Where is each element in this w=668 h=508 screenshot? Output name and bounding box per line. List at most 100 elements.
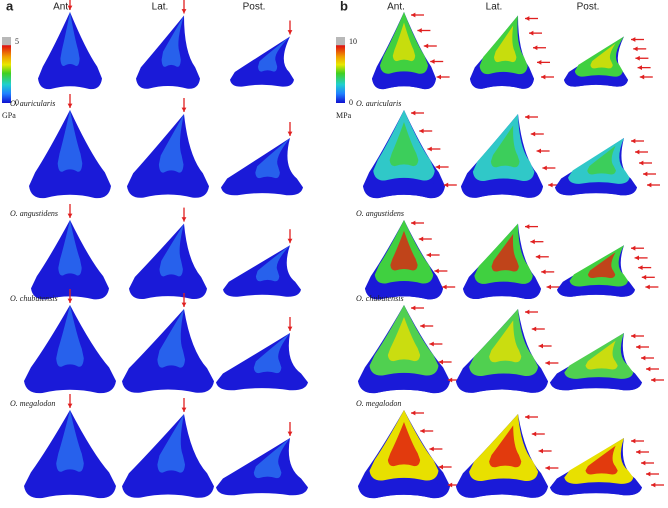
- arrow-head: [536, 148, 541, 154]
- arrow-head: [541, 269, 546, 275]
- arrow-head: [538, 343, 543, 349]
- arrow-head: [631, 138, 636, 144]
- arrow-head: [426, 252, 431, 258]
- arrow-head: [531, 326, 537, 332]
- arrow-head: [181, 302, 187, 307]
- arrow-head: [417, 28, 422, 33]
- arrow-head: [636, 344, 641, 350]
- species-label: O. megalodon: [356, 399, 401, 408]
- arrow-head: [542, 165, 547, 171]
- species-label: O. angustidens: [356, 209, 404, 218]
- arrow-head: [438, 359, 443, 365]
- arrow-head: [641, 274, 647, 280]
- arrow-head: [635, 55, 640, 61]
- arrow-head: [419, 128, 424, 134]
- tooth-root: [372, 73, 436, 90]
- arrow-head: [531, 431, 537, 437]
- arrow-head: [181, 407, 187, 412]
- arrow-head: [548, 182, 553, 188]
- stress-zone: [56, 410, 84, 472]
- stress-zone: [58, 220, 82, 276]
- tooth-root: [564, 76, 628, 87]
- arrow-head: [537, 59, 542, 65]
- arrow-head: [525, 224, 530, 229]
- color-bar: [2, 37, 11, 103]
- tooth-root: [358, 480, 450, 499]
- arrow-head: [447, 377, 453, 383]
- species-label: O. chubutensis: [10, 294, 58, 303]
- stress-zone: [253, 333, 290, 374]
- stress-zone: [489, 425, 522, 468]
- column-header: Post.: [577, 2, 600, 13]
- arrow-head: [411, 220, 416, 226]
- species-label: O. auricularis: [10, 99, 55, 108]
- arrow-head: [530, 131, 536, 137]
- arrow-head: [631, 333, 636, 339]
- stress-zone: [57, 110, 83, 172]
- tooth-root: [456, 376, 548, 393]
- stress-zone: [587, 252, 616, 279]
- arrow-head: [423, 43, 429, 49]
- stress-zone: [585, 445, 618, 475]
- arrow-head: [287, 431, 293, 436]
- stress-zone: [161, 15, 184, 67]
- arrow-head: [67, 213, 73, 218]
- arrow-head: [434, 268, 439, 274]
- arrow-head: [181, 9, 187, 14]
- arrow-head: [647, 182, 652, 188]
- arrow-head: [427, 146, 432, 152]
- arrow-head: [545, 465, 550, 471]
- scale-max: 10: [349, 37, 357, 46]
- stress-zone: [490, 125, 520, 168]
- arrow-head: [525, 114, 530, 120]
- stress-zone: [491, 233, 519, 272]
- arrow-head: [533, 45, 538, 51]
- arrow-head: [442, 284, 447, 290]
- arrow-head: [633, 46, 638, 52]
- arrow-head: [641, 460, 646, 466]
- tooth-root: [461, 181, 543, 198]
- arrow-head: [418, 236, 424, 242]
- stress-zone: [387, 422, 421, 467]
- arrow-head: [631, 438, 636, 444]
- arrow-head: [67, 298, 73, 303]
- stress-zone: [387, 317, 421, 362]
- scale-max: 5: [15, 37, 19, 46]
- stress-zone: [494, 25, 517, 63]
- arrow-head: [67, 5, 73, 10]
- stress-zone: [253, 438, 290, 479]
- stress-zone: [585, 340, 618, 370]
- arrow-head: [634, 255, 639, 261]
- stress-zone: [590, 43, 616, 69]
- arrow-head: [67, 403, 73, 408]
- tooth-root: [550, 484, 642, 496]
- stress-zone: [56, 305, 84, 367]
- panel-label: a: [6, 0, 14, 13]
- arrow-head: [541, 74, 546, 80]
- column-header: Ant.: [53, 2, 71, 13]
- arrow-head: [546, 284, 551, 290]
- species-label: O. angustidens: [10, 209, 58, 218]
- arrow-head: [181, 217, 187, 222]
- arrow-head: [636, 449, 641, 455]
- scale-min: 0: [349, 98, 353, 107]
- arrow-head: [535, 254, 541, 260]
- tooth-root: [456, 481, 548, 498]
- arrow-head: [638, 265, 643, 270]
- arrow-head: [287, 238, 293, 244]
- arrow-head: [529, 30, 534, 36]
- tooth-root: [557, 286, 635, 297]
- column-header: Ant.: [387, 2, 405, 13]
- arrow-head: [411, 410, 416, 416]
- arrow-head: [430, 59, 435, 64]
- arrow-head: [287, 30, 293, 35]
- arrow-head: [525, 309, 530, 315]
- tooth-root: [363, 180, 445, 199]
- stress-zone: [159, 223, 184, 277]
- arrow-head: [639, 74, 645, 80]
- stress-zone: [60, 12, 80, 67]
- tooth-root: [555, 184, 637, 196]
- stress-zone: [157, 414, 185, 473]
